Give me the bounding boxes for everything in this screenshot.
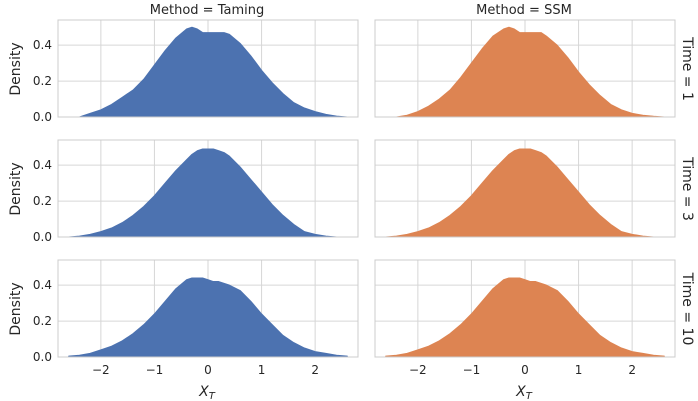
y-tick-label-taming-time-3-1: 0.2 [33,194,52,208]
y-tick-label-taming-time-1-2: 0.4 [33,38,52,52]
x-axis-label-taming: XT [198,384,216,401]
y-tick-label-taming-time-3-2: 0.4 [33,158,52,172]
x-tick-label-taming-time-10-3: 1 [258,363,266,377]
x-axis-label-ssm: XT [515,384,533,401]
facet-panels: 0.0 0.2 0.4 0.0 0.2 0.4 0.0 0.2 0.4 −2 −1 0 1 2 −2 −1 0 1… [33,19,676,377]
y-tick-label-taming-time-10-0: 0.0 [33,350,52,364]
y-axis-label-row-2: Density [8,162,24,215]
y-tick-label-taming-time-10-2: 0.4 [33,278,52,292]
x-axis-label-sub: T [526,391,533,401]
panel-ssm-time-3 [374,139,676,238]
density-area-taming-time-1 [68,26,348,118]
density-area-taming-time-3 [68,148,348,238]
x-tick-label-taming-time-10-4: 2 [311,363,319,377]
panel-frame-taming-time-10 [57,259,359,358]
x-axis-label-main: X [515,384,526,400]
row-title-time-1: Time = 1 [679,36,695,101]
panel-taming-time-10: 0.0 0.2 0.4 −2 −1 0 1 2 [33,259,359,377]
panel-frame-taming-time-1 [57,19,359,118]
x-tick-label-ssm-time-10-2: 0 [521,363,529,377]
x-tick-label-taming-time-10-0: −2 [92,363,110,377]
panel-ssm-time-10: −2 −1 0 1 2 [374,259,676,377]
y-axis-label-row-1: Density [8,42,24,95]
y-axis-label-row-3: Density [8,282,24,335]
panel-frame-taming-time-3 [57,139,359,238]
column-title-ssm: Method = SSM [476,3,572,18]
row-title-time-3: Time = 3 [679,156,695,221]
panel-taming-time-3: 0.0 0.2 0.4 [33,139,359,244]
x-axis-label-main: X [198,384,209,400]
panel-frame-ssm-time-10 [374,259,676,358]
row-title-time-10: Time = 10 [679,272,695,346]
panel-frame-ssm-time-3 [374,139,676,238]
panel-ssm-time-1 [374,19,676,118]
x-tick-label-ssm-time-10-3: 1 [575,363,583,377]
x-tick-label-ssm-time-10-1: −1 [463,363,481,377]
x-axis-label-sub: T [209,391,216,401]
y-tick-label-taming-time-1-0: 0.0 [33,110,52,124]
density-area-ssm-time-3 [385,148,665,238]
density-area-ssm-time-1 [385,26,665,118]
density-area-ssm-time-10 [385,277,665,358]
column-title-taming: Method = Taming [150,3,264,18]
y-tick-label-taming-time-10-1: 0.2 [33,314,52,328]
density-area-taming-time-10 [68,277,348,358]
x-tick-label-ssm-time-10-4: 2 [628,363,636,377]
y-tick-label-taming-time-3-0: 0.0 [33,230,52,244]
x-tick-label-ssm-time-10-0: −2 [409,363,427,377]
x-tick-label-taming-time-10-2: 0 [204,363,212,377]
panel-frame-ssm-time-1 [374,19,676,118]
panel-taming-time-1: 0.0 0.2 0.4 [33,19,359,124]
x-tick-label-taming-time-10-1: −1 [146,363,164,377]
y-tick-label-taming-time-1-1: 0.2 [33,74,52,88]
